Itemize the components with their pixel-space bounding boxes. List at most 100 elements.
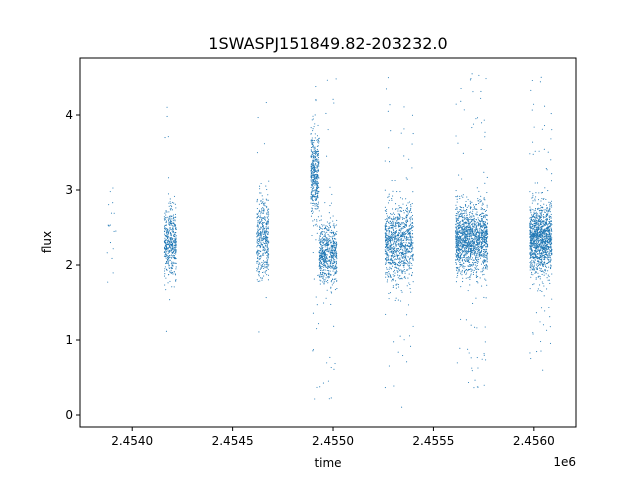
data-point <box>314 208 316 210</box>
data-point <box>387 216 389 218</box>
data-point <box>386 215 388 217</box>
data-point <box>392 253 394 255</box>
data-point <box>330 367 332 369</box>
data-point <box>317 124 319 126</box>
data-point <box>479 229 481 231</box>
data-point <box>316 148 318 151</box>
data-point <box>164 219 166 221</box>
data-point <box>464 221 466 224</box>
data-point <box>405 259 407 261</box>
data-point <box>325 245 327 247</box>
data-point <box>175 235 177 237</box>
data-point <box>399 262 401 264</box>
data-point <box>400 224 402 226</box>
data-point <box>257 250 259 252</box>
data-point <box>390 225 392 227</box>
data-point <box>481 212 483 214</box>
data-point <box>460 220 462 222</box>
data-point <box>332 256 334 258</box>
data-point <box>408 268 410 270</box>
data-point <box>172 227 174 229</box>
data-point <box>466 218 468 220</box>
data-point <box>386 213 388 215</box>
data-point <box>475 266 477 268</box>
data-point <box>479 223 481 225</box>
data-point <box>397 210 399 212</box>
data-point <box>409 208 412 210</box>
data-point <box>485 250 487 252</box>
data-point <box>263 217 265 219</box>
data-point <box>262 233 264 236</box>
data-point <box>267 231 269 233</box>
data-point <box>401 245 403 247</box>
data-point <box>334 363 336 365</box>
data-point <box>459 263 461 265</box>
data-point <box>467 220 469 222</box>
data-point <box>266 257 268 259</box>
data-point <box>456 246 458 248</box>
data-point <box>168 205 170 207</box>
data-point <box>551 238 553 240</box>
data-point <box>410 255 412 257</box>
data-point <box>480 237 482 239</box>
data-point <box>388 195 390 197</box>
data-point <box>464 251 466 253</box>
data-point <box>321 225 324 227</box>
data-point <box>469 278 471 281</box>
data-point <box>480 90 482 93</box>
data-point <box>167 240 169 242</box>
data-point <box>312 251 314 254</box>
data-point <box>165 330 167 332</box>
data-point <box>461 248 463 250</box>
data-point <box>387 241 389 243</box>
data-point <box>172 225 174 227</box>
data-point <box>317 153 319 155</box>
data-point <box>455 220 457 222</box>
data-point <box>550 200 553 202</box>
data-point <box>394 247 396 249</box>
data-point <box>486 227 488 229</box>
data-point <box>171 251 173 254</box>
data-point <box>387 256 389 258</box>
data-point <box>327 263 329 265</box>
data-point <box>174 248 176 250</box>
data-point <box>473 215 475 217</box>
data-point <box>483 296 485 299</box>
data-point <box>264 247 266 249</box>
data-point <box>317 205 319 208</box>
data-point <box>166 115 168 118</box>
data-point <box>259 200 262 202</box>
data-point <box>317 194 319 196</box>
data-point <box>386 245 388 247</box>
data-point <box>387 249 389 251</box>
data-point <box>486 233 488 235</box>
data-point <box>267 279 269 281</box>
data-point <box>321 239 324 241</box>
data-point <box>264 238 267 240</box>
data-point <box>467 199 469 201</box>
data-point <box>483 253 485 255</box>
data-point <box>408 273 410 275</box>
data-point <box>477 222 479 224</box>
data-point <box>393 385 395 387</box>
data-point <box>324 253 326 255</box>
data-point <box>461 246 463 248</box>
data-point <box>328 235 330 237</box>
data-point <box>482 229 484 232</box>
data-point <box>531 251 533 253</box>
data-point <box>396 222 398 224</box>
data-point <box>482 203 484 205</box>
chart-title: 1SWASPJ151849.82-203232.0 <box>208 34 447 53</box>
data-point <box>311 179 314 181</box>
data-point <box>403 264 405 266</box>
data-point <box>410 291 412 293</box>
data-point <box>455 281 457 283</box>
data-point <box>329 265 331 267</box>
data-point <box>468 231 471 233</box>
data-point <box>330 267 332 269</box>
data-point <box>256 225 258 227</box>
data-point <box>173 262 175 264</box>
data-point <box>333 325 335 327</box>
data-point <box>262 254 264 256</box>
data-point <box>411 250 413 252</box>
